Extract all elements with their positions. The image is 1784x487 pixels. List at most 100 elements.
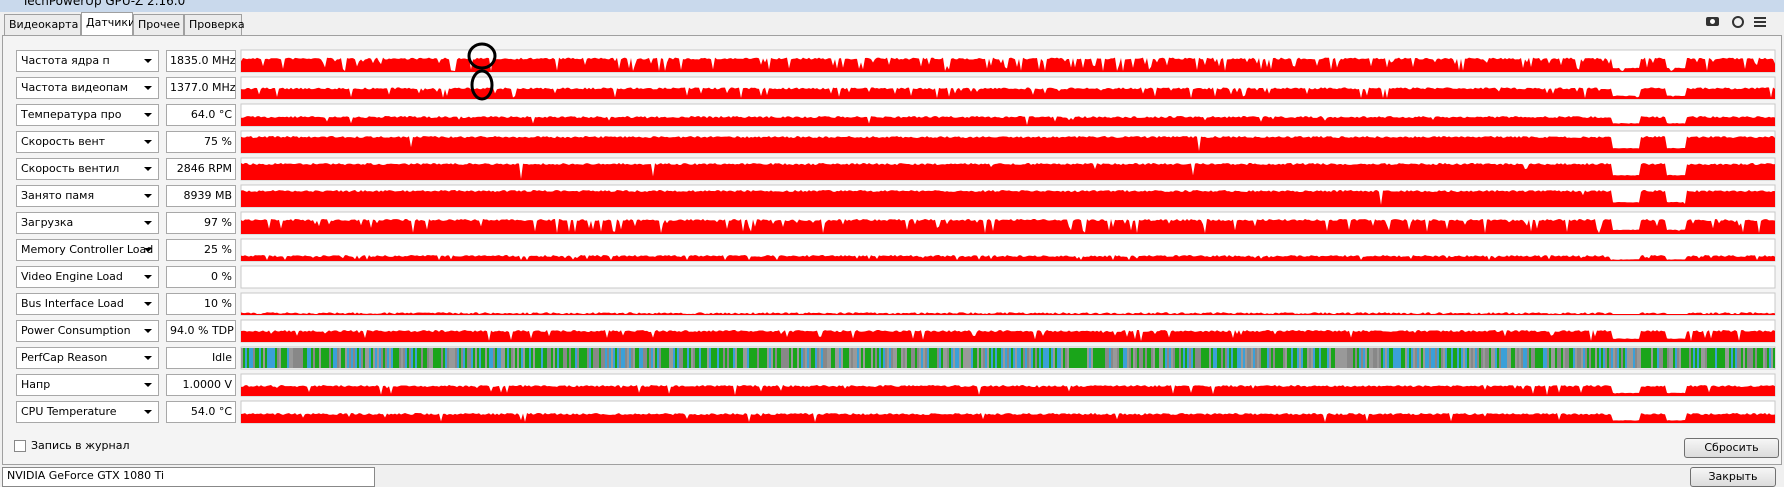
log-label: Запись в журнал (31, 439, 130, 452)
sensor-name[interactable]: Занято памя (16, 185, 159, 207)
perfcap-stripe (1609, 348, 1611, 368)
perfcap-stripe (731, 348, 733, 368)
close-button[interactable]: Закрыть (1690, 467, 1776, 487)
perfcap-stripe (653, 348, 655, 368)
perfcap-stripe (799, 348, 801, 368)
perfcap-stripe (1057, 348, 1059, 368)
perfcap-stripe (1767, 348, 1769, 368)
perfcap-stripe (449, 348, 451, 368)
sensor-name[interactable]: Температура про (16, 104, 159, 126)
perfcap-stripe (1327, 348, 1329, 368)
perfcap-stripe (559, 348, 561, 368)
perfcap-stripe (1635, 348, 1637, 368)
perfcap-stripe (921, 348, 923, 368)
tab[interactable]: Проверка (184, 14, 245, 35)
sensor-name[interactable]: Power Consumption (16, 320, 159, 342)
perfcap-stripe (461, 348, 463, 368)
perfcap-stripe (1493, 348, 1495, 368)
perfcap-stripe (409, 348, 411, 368)
perfcap-stripe (927, 348, 929, 368)
tab[interactable]: Видеокарта (4, 14, 81, 35)
sensor-name[interactable]: Частота ядра п (16, 50, 159, 72)
perfcap-stripe (321, 348, 323, 368)
perfcap-stripe (371, 348, 373, 368)
sensor-name[interactable]: Скорость вентил (16, 158, 159, 180)
perfcap-stripe (1543, 348, 1545, 368)
perfcap-stripe (347, 348, 349, 368)
perfcap-stripe (323, 348, 325, 368)
perfcap-stripe (451, 348, 453, 368)
perfcap-stripe (841, 348, 843, 368)
sensor-name[interactable]: Частота видеопам (16, 77, 159, 99)
sensor-name[interactable]: Напр (16, 374, 159, 396)
perfcap-stripe (1445, 348, 1447, 368)
perfcap-stripe (1481, 348, 1483, 368)
perfcap-stripe (437, 348, 439, 368)
reset-button[interactable]: Сбросить (1684, 438, 1779, 458)
sensor-value: 0 % (166, 266, 236, 288)
perfcap-stripe (969, 348, 971, 368)
perfcap-stripe (681, 348, 683, 368)
log-checkbox[interactable] (14, 440, 26, 452)
perfcap-stripe (713, 348, 715, 368)
sensor-name[interactable]: Bus Interface Load (16, 293, 159, 315)
perfcap-stripe (1037, 348, 1039, 368)
device-select[interactable]: NVIDIA GeForce GTX 1080 Ti (2, 467, 375, 487)
sensor-name[interactable]: Memory Controller Load (16, 239, 159, 261)
perfcap-stripe (1771, 348, 1773, 368)
perfcap-stripe (1651, 348, 1653, 368)
sensor-name[interactable]: PerfCap Reason (16, 347, 159, 369)
perfcap-stripe (405, 348, 407, 368)
perfcap-stripe (989, 348, 991, 368)
perfcap-stripe (703, 348, 705, 368)
perfcap-stripe (1323, 348, 1325, 368)
perfcap-stripe (935, 348, 937, 368)
perfcap-stripe (745, 348, 747, 368)
perfcap-stripe (859, 348, 861, 368)
perfcap-stripe (1245, 348, 1247, 368)
perfcap-stripe (1109, 348, 1111, 368)
sensor-name[interactable]: CPU Temperature (16, 401, 159, 423)
perfcap-stripe (1765, 348, 1767, 368)
perfcap-stripe (821, 348, 823, 368)
perfcap-stripe (425, 348, 427, 368)
perfcap-stripe (1129, 348, 1131, 368)
sensor-name[interactable]: Video Engine Load (16, 266, 159, 288)
perfcap-stripe (1229, 348, 1231, 368)
perfcap-stripe (1647, 348, 1649, 368)
perfcap-stripe (1339, 348, 1341, 368)
perfcap-stripe (1363, 348, 1365, 368)
perfcap-stripe (1153, 348, 1155, 368)
sensor-name[interactable]: Загрузка (16, 212, 159, 234)
sensor-name[interactable]: Скорость вент (16, 131, 159, 153)
perfcap-stripe (419, 348, 421, 368)
perfcap-stripe (931, 348, 933, 368)
perfcap-stripe (783, 348, 785, 368)
perfcap-stripe (985, 348, 987, 368)
perfcap-stripe (525, 348, 527, 368)
perfcap-stripe (1401, 348, 1403, 368)
perfcap-stripe (1581, 348, 1583, 368)
perfcap-stripe (1269, 348, 1271, 368)
perfcap-stripe (1113, 348, 1115, 368)
perfcap-stripe (1605, 348, 1607, 368)
perfcap-stripe (1163, 348, 1165, 368)
perfcap-stripe (973, 348, 975, 368)
perfcap-stripe (353, 348, 355, 368)
perfcap-stripe (597, 348, 599, 368)
perfcap-stripe (1617, 348, 1619, 368)
perfcap-stripe (929, 348, 931, 368)
perfcap-stripe (993, 348, 995, 368)
tab[interactable]: Датчики (81, 12, 135, 36)
perfcap-stripe (757, 348, 759, 368)
perfcap-stripe (1499, 348, 1501, 368)
sensor-graph (241, 190, 1775, 207)
perfcap-stripe (671, 348, 673, 368)
perfcap-stripe (1405, 348, 1407, 368)
perfcap-stripe (711, 348, 713, 368)
tab[interactable]: Прочее (133, 14, 184, 35)
perfcap-stripe (1321, 348, 1323, 368)
perfcap-stripe (661, 348, 663, 368)
perfcap-stripe (1607, 348, 1609, 368)
perfcap-stripe (693, 348, 695, 368)
